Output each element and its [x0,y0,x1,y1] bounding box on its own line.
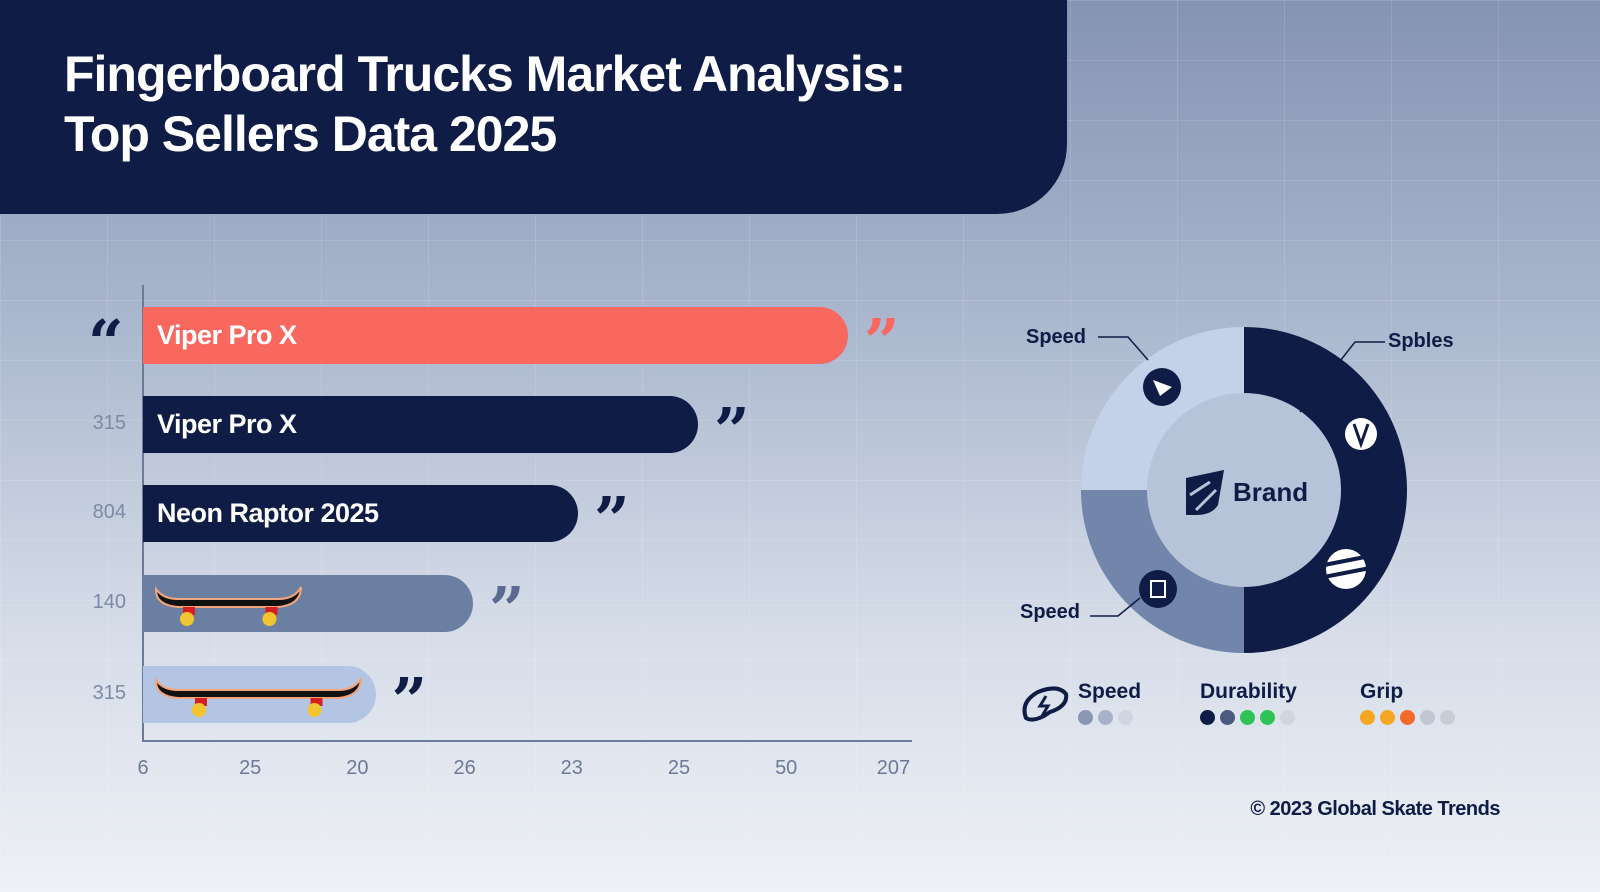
x-tick-label: 25 [667,757,691,779]
legend-label: Speed [1078,680,1142,703]
bar-label: Neon Raptor 2025 [157,498,379,528]
open-quote-icon: “ [88,306,124,379]
helmet-icon [1345,418,1377,450]
legend-dot [1078,710,1093,725]
close-quote-icon: ” [391,664,428,737]
x-tick-label: 50 [775,757,798,779]
close-quote-icon: ” [864,305,900,378]
donut-hole [1147,393,1341,587]
bar [143,666,376,723]
y-tick-label: 140 [92,591,126,613]
x-tick-label: 26 [453,757,476,779]
x-tick-label: 6 [137,757,149,779]
legend-dot [1420,710,1435,725]
donut-center-label: Brand [1233,477,1309,507]
chip-icon [1139,570,1177,608]
legend-label: Durability [1200,680,1297,703]
x-tick-label: 20 [346,757,369,779]
callout-speed-top: Speed [1026,326,1087,348]
legend-dot [1220,710,1235,725]
bar-label: Viper Pro X [157,320,297,350]
brand-logo-icon [1186,470,1224,515]
legend-dot [1118,710,1133,725]
close-quote-icon: ” [489,573,525,646]
legend-dot [1280,710,1295,725]
close-quote-icon: ” [714,394,750,467]
bar [143,575,473,632]
header-panel: Fingerboard Trucks Market Analysis: Top … [0,0,1067,214]
y-tick-label: 315 [92,682,126,704]
x-tick-label: 23 [560,757,583,779]
legend-grip: Grip [1360,680,1455,725]
skateboard-icon [154,586,302,626]
legend-durability: Durability [1200,680,1297,725]
y-tick-label: 804 [92,501,126,523]
legend-dot [1240,710,1255,725]
bar: Viper Pro X [143,396,698,453]
skateboard-icon [154,677,362,717]
bar: Viper Pro X [143,307,848,364]
legend-speed: Speed [1078,680,1141,725]
legend-dot [1360,710,1375,725]
callout-speed-bottom: Speed [1020,601,1081,623]
callout-line [1098,336,1149,361]
close-quote-icon: ” [594,483,630,556]
callout-spbles: Spbles [1388,330,1454,352]
page-title: Fingerboard Trucks Market Analysis: Top … [64,44,906,164]
legend-label: Grip [1360,680,1404,703]
title-line-2: Top Sellers Data 2025 [64,106,557,162]
callout-line [1090,597,1141,617]
speed-swirl-icon [1022,686,1069,722]
callout-line [1299,341,1385,413]
y-tick-label: 315 [92,412,126,434]
legend-dot [1400,710,1415,725]
title-line-1: Fingerboard Trucks Market Analysis: [64,46,906,102]
legend-dot [1380,710,1395,725]
copyright: © 2023 Global Skate Trends [1250,798,1500,820]
legend-dot [1440,710,1455,725]
legend-dot [1200,710,1215,725]
legend-dot [1260,710,1275,725]
x-tick-label: 207 [876,757,911,779]
x-axis [142,740,912,742]
bar: Neon Raptor 2025 [143,485,578,542]
legend-dot [1098,710,1113,725]
x-tick-label: 25 [239,757,262,779]
bar-label: Viper Pro X [157,409,297,439]
